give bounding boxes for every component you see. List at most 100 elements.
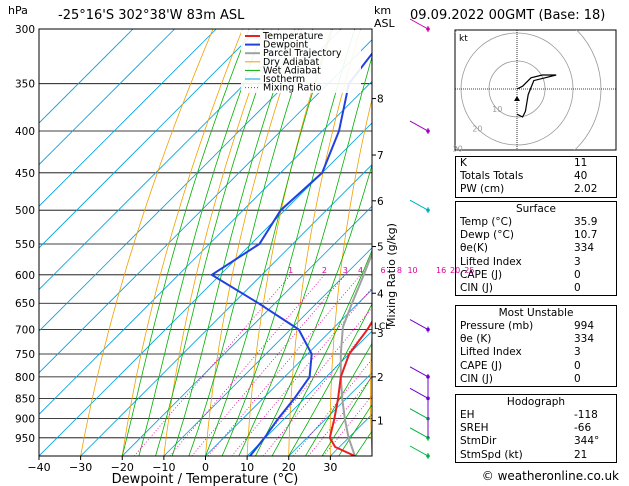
- pressure-tick-label: 650: [15, 298, 35, 310]
- altitude-tick-label: 1: [377, 416, 384, 428]
- mixing-ratio-line: [248, 307, 372, 456]
- legend-entry: Wet Adiabat: [263, 65, 321, 76]
- dry-adiabat-line: [80, 29, 214, 456]
- surface-box: Surface Temp (°C) 35.9 Dewp (°C) 10.7 θe(K…: [455, 201, 617, 297]
- hodograph-row: StmDir 344°: [460, 435, 600, 448]
- wet-adiabat-line: [321, 375, 372, 456]
- legend-entry: Parcel Trajectory: [263, 48, 342, 59]
- wind-barb: [409, 18, 429, 30]
- storm-motion-marker: [514, 96, 520, 101]
- isotherm-line: [39, 29, 134, 124]
- pressure-tick-label: 400: [15, 126, 35, 138]
- wet-adiabat-line: [205, 29, 333, 456]
- surface-row: Dewp (°C) 10.7: [460, 229, 598, 242]
- mixing-ratio-label: 2: [322, 266, 327, 275]
- most-unstable-box: Most Unstable Pressure (mb) 994 θe (K) 334…: [455, 305, 617, 387]
- datetime-title: 09.09.2022 00GMT (Base: 18): [410, 8, 605, 23]
- pressure-tick-label: 350: [15, 79, 35, 91]
- pressure-tick-label: 800: [15, 372, 35, 384]
- wet-adiabat-line: [155, 29, 280, 456]
- hodograph-ring-label: 20: [472, 125, 482, 134]
- isotherm-line: [39, 29, 342, 332]
- isotherm-line: [39, 29, 300, 291]
- most-unstable-row: CAPE (J) 0: [460, 359, 581, 372]
- isotherm-line: [39, 29, 259, 249]
- wet-adiabat-line: [305, 342, 372, 456]
- mixing-ratio-line: [133, 274, 292, 456]
- mixing-ratio-label: 8: [397, 266, 402, 275]
- isotherm-line: [246, 330, 372, 456]
- altitude-tick-label: 7: [377, 150, 384, 162]
- isotherm-line: [39, 29, 217, 207]
- pressure-tick-label: 750: [15, 349, 35, 361]
- most-unstable-row: Pressure (mb) 994: [460, 320, 595, 332]
- x-tick-label: 0: [202, 461, 209, 474]
- x-tick-label: −40: [27, 461, 50, 474]
- altitude-tick-label: 4: [377, 288, 384, 300]
- wind-barb: [409, 387, 429, 399]
- isotherm-line: [80, 164, 372, 456]
- x-tick-label: −10: [152, 461, 175, 474]
- mixing-ratio-label: 25: [464, 266, 474, 275]
- wind-barb: [409, 366, 429, 378]
- wind-barb: [409, 445, 429, 457]
- wind-barb: [409, 199, 429, 211]
- wet-adiabat-line: [255, 163, 372, 456]
- parcel-trajectory-line: [339, 251, 372, 456]
- hodograph-row: SREH -66: [460, 422, 592, 435]
- dry-adiabat-line: [329, 97, 372, 456]
- legend-entry: Mixing Ratio: [263, 83, 322, 94]
- wind-barb: [409, 408, 429, 420]
- dewpoint-line: [209, 52, 372, 456]
- hodograph-row: StmSpd (kt) 21: [460, 448, 588, 461]
- hodograph: kt 10 20 30: [453, 29, 617, 153]
- pressure-tick-label: 550: [15, 239, 35, 251]
- x-tick-label: 20: [282, 461, 296, 474]
- most-unstable-row: θe (K) 334: [460, 333, 595, 346]
- pressure-tick-label: 950: [15, 433, 35, 445]
- index-row-totals: Totals Totals 40: [460, 170, 588, 183]
- asl-label: ASL: [374, 17, 396, 30]
- indices-box: K 11 Totals Totals 40 PW (cm) 2.02: [455, 156, 617, 198]
- wind-barb-dot: [426, 208, 430, 212]
- hodograph-grid: [455, 30, 616, 150]
- surface-row: Lifted Index 3: [460, 255, 581, 268]
- wet-adiabat-line: [121, 29, 250, 456]
- dry-adiabat-line: [621, 29, 629, 456]
- hodograph-ring-label: 30: [453, 144, 463, 153]
- hodograph-ring-label: 10: [492, 105, 502, 114]
- dry-adiabat-line: [121, 29, 243, 456]
- wet-adiabat-line: [288, 303, 372, 456]
- dry-adiabat-line: [205, 29, 302, 456]
- altitude-tick-label: 3: [377, 328, 384, 340]
- wind-barb-dot: [426, 27, 430, 31]
- pressure-tick-label: 450: [15, 168, 35, 180]
- mixing-ratio-label: 4: [358, 266, 363, 275]
- mixing-ratio-label: 16: [436, 266, 446, 275]
- isotherm-line: [39, 122, 372, 456]
- legend-entry: Isotherm: [263, 74, 305, 85]
- dry-adiabat-line: [288, 29, 361, 456]
- altitude-tick-label: 2: [377, 372, 384, 384]
- mixing-ratio-axis-label: Mixing Ratio (g/kg): [385, 223, 398, 327]
- km-label: km: [374, 4, 391, 17]
- x-tick-label: −20: [111, 461, 134, 474]
- wet-adiabat-line: [188, 29, 314, 456]
- isotherm-line: [288, 372, 372, 456]
- pressure-tick-label: 700: [15, 325, 35, 337]
- wet-adiabat-line: [171, 29, 296, 456]
- wind-barbs: [409, 18, 430, 459]
- wind-barb: [409, 319, 429, 330]
- index-row-pw: PW (cm) 2.02: [460, 183, 598, 196]
- surface-row: Temp (°C) 35.9: [460, 216, 598, 228]
- hodograph-trace: [516, 74, 557, 118]
- legend-entry: Dewpoint: [263, 40, 308, 51]
- wind-barb-dot: [426, 327, 430, 332]
- surface-title: Surface: [515, 203, 556, 215]
- pressure-tick-label: 900: [15, 414, 35, 426]
- dry-adiabat-line: [370, 326, 372, 456]
- mixing-ratio-label: 3: [343, 266, 348, 275]
- wind-barb: [409, 120, 429, 132]
